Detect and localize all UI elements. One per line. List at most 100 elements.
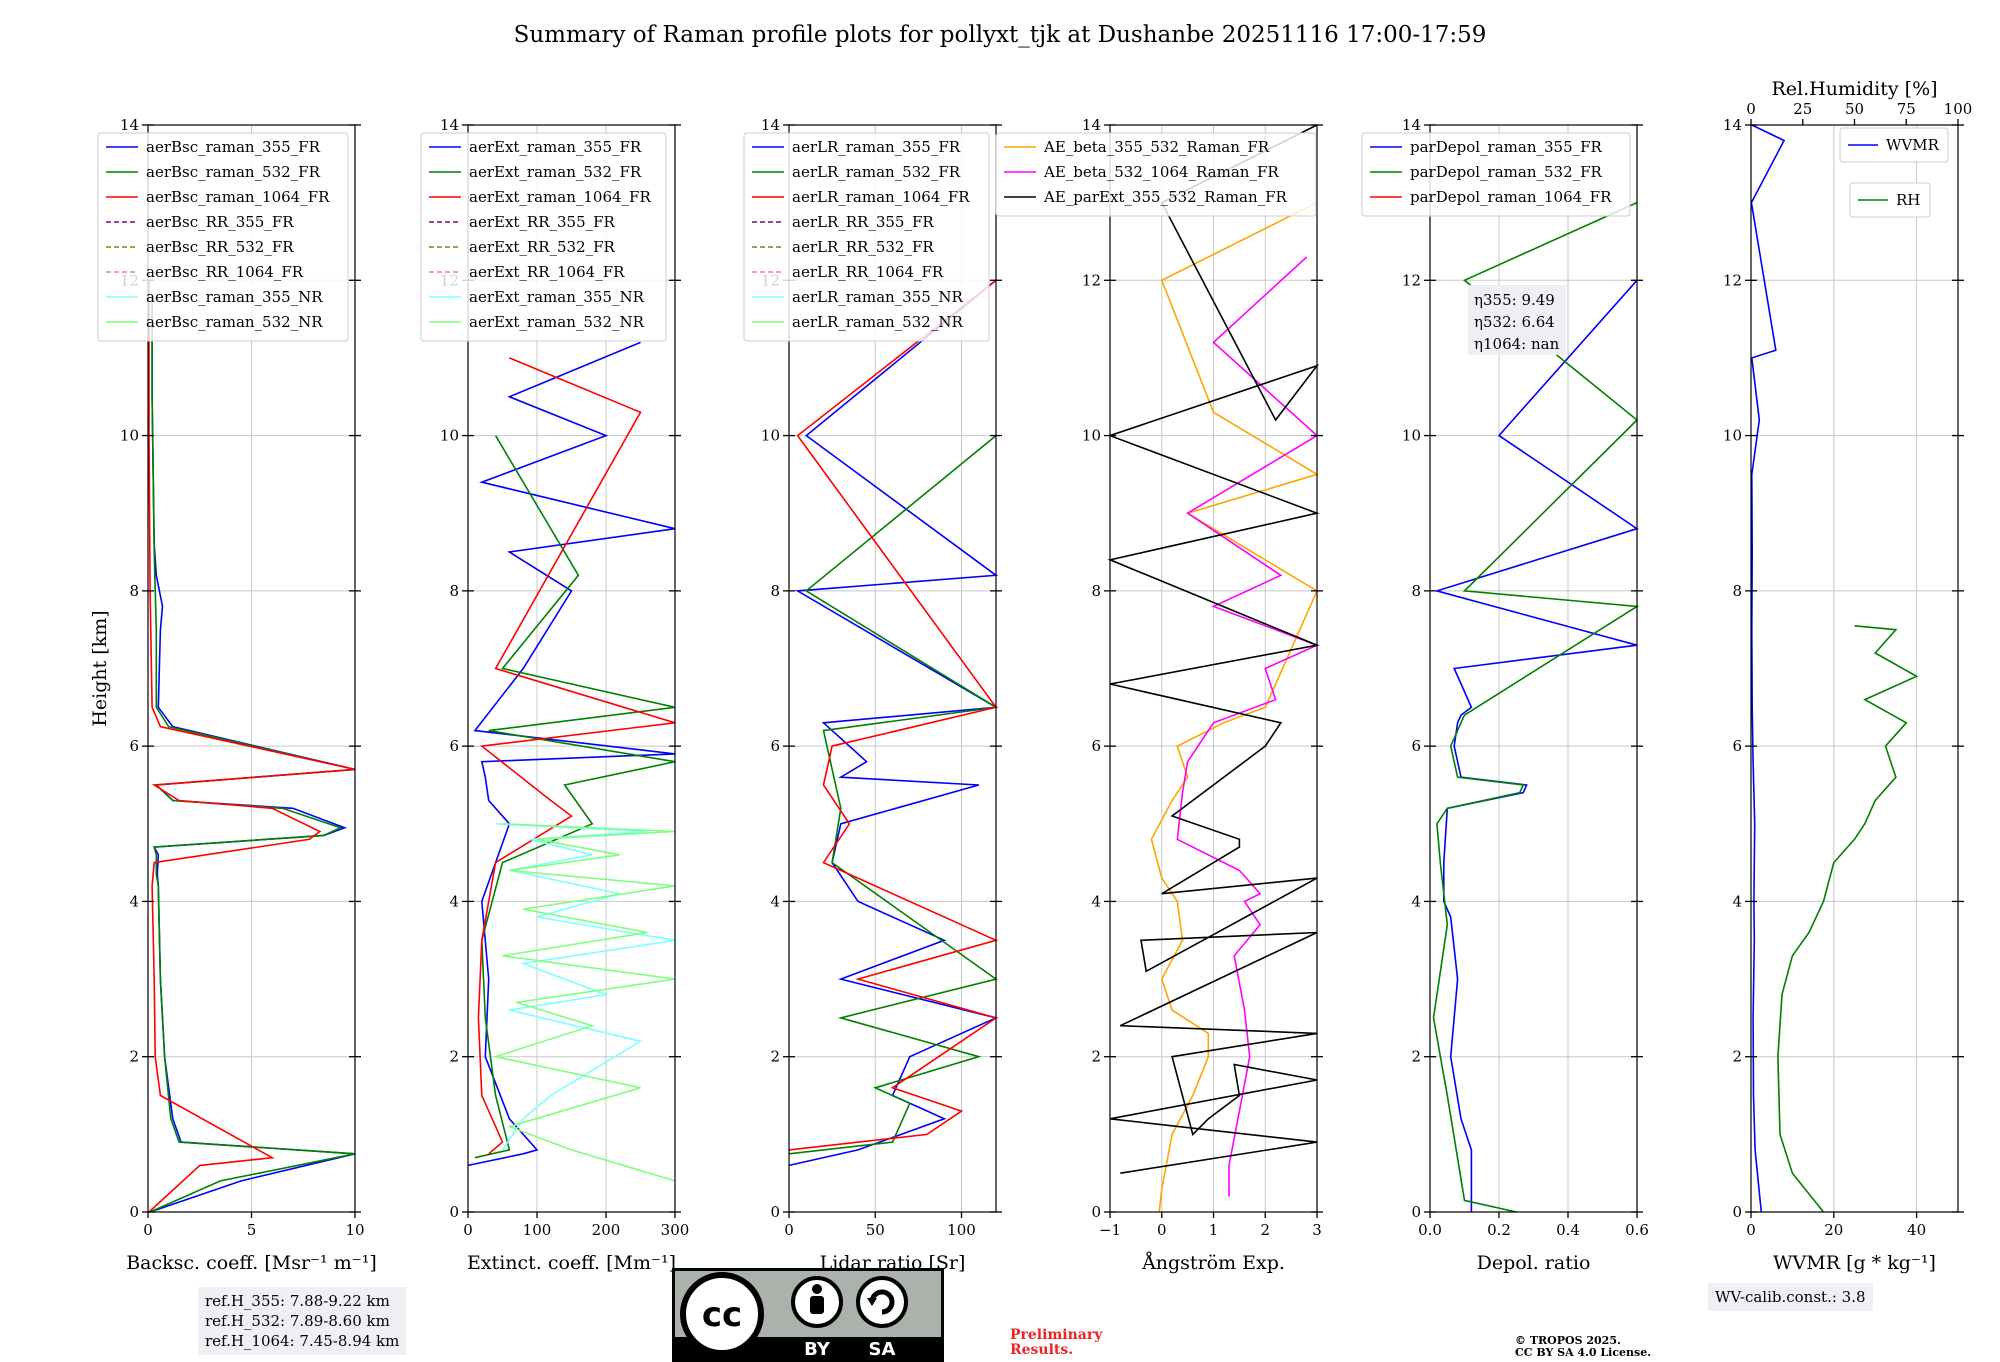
plot-frame (467, 124, 676, 1213)
legend-box (1839, 127, 1949, 163)
x-tick-label: 0.2 (1487, 1221, 1511, 1239)
legend-box (420, 132, 667, 342)
legend-wvmr: WVMR (1839, 127, 1949, 163)
copyright-line1: © TROPOS 2025. (1515, 1334, 1621, 1347)
preliminary-line2: Results. (1010, 1342, 1074, 1358)
y-tick-label: 0 (1411, 1203, 1421, 1221)
panel-extinction: 024681012140100200300Extinct. coeff. [Mm… (420, 116, 690, 1274)
x-axis-label: WVMR [g * kg⁻¹] (1773, 1252, 1936, 1274)
share-alike-icon (856, 1276, 908, 1328)
legend-label: aerExt_RR_355_FR (469, 213, 616, 231)
series-line-aerExt_raman_532_FR (474, 435, 676, 1159)
series-line-RH (1777, 625, 1919, 1213)
series-line-aerBsc_raman_1064_FR (148, 280, 356, 1213)
series-line-aerLR_raman_1064_FR (788, 279, 999, 1151)
y-tick-label: 14 (1723, 116, 1742, 134)
y-tick-label: 2 (1091, 1048, 1101, 1066)
y-tick-label: 14 (1082, 116, 1101, 134)
legend-label: aerExt_raman_355_NR (469, 288, 645, 306)
x-tick-label: 1 (1209, 1221, 1219, 1239)
legend-label: aerBsc_RR_532_FR (146, 238, 294, 256)
copyright-note: © TROPOS 2025. CC BY SA 4.0 License. (1515, 1335, 1651, 1359)
legend-label: aerLR_RR_355_FR (792, 213, 934, 231)
legend-label: aerBsc_RR_1064_FR (146, 263, 304, 281)
y-tick-label: 10 (761, 427, 780, 445)
x-tick-label: 2 (1260, 1221, 1270, 1239)
y-tick-label: 8 (1732, 582, 1742, 600)
panel-backscatter: 024681012140510Backsc. coeff. [Msr⁻¹ m⁻¹… (89, 116, 377, 1274)
y-tick-label: 14 (120, 116, 139, 134)
x-tick-label: 0.0 (1418, 1221, 1442, 1239)
x-tick-label: 40 (1907, 1221, 1926, 1239)
y-tick-label: 6 (770, 737, 780, 755)
legend-label: aerExt_raman_532_FR (469, 163, 642, 181)
y-tick-label: 8 (1091, 582, 1101, 600)
legend-label: aerLR_RR_532_FR (792, 238, 934, 256)
y-tick-label: 4 (1732, 892, 1742, 910)
refh-1064: ref.H_1064: 7.45-8.94 km (205, 1332, 400, 1350)
y-tick-label: 2 (1732, 1048, 1742, 1066)
y-tick-label: 6 (449, 737, 459, 755)
legend: parDepol_raman_355_FR parDepol_raman_532_… (1361, 132, 1631, 217)
x-axis-label: Extinct. coeff. [Mm⁻¹] (467, 1252, 676, 1274)
eta-background (1468, 285, 1566, 355)
series-line-aerExt_raman_1064_FR (477, 357, 676, 1155)
legend-label: aerLR_raman_355_NR (792, 288, 963, 306)
svg-text:cc: cc (702, 1295, 742, 1335)
y-tick-label: 10 (1082, 427, 1101, 445)
eta-value: η532: 6.64 (1474, 313, 1555, 331)
legend-box (1361, 132, 1631, 217)
legend-label: parDepol_raman_532_FR (1410, 163, 1603, 181)
legend: aerExt_raman_355_FR aerExt_raman_532_FRae… (420, 132, 667, 342)
y-tick-label: 0 (129, 1203, 139, 1221)
x-tick-label: 0 (1157, 1221, 1167, 1239)
x-tick-label: 0 (463, 1221, 473, 1239)
legend: aerLR_raman_355_FR aerLR_raman_532_FR aerL… (743, 132, 990, 342)
legend-label: aerExt_RR_532_FR (469, 238, 616, 256)
reference-height-box: ref.H_355: 7.88-9.22 km ref.H_532: 7.89-… (198, 1287, 407, 1355)
legend-label: aerBsc_raman_532_FR (146, 163, 321, 181)
x-tick-label: 0.4 (1556, 1221, 1580, 1239)
figure-title: Summary of Raman profile plots for polly… (513, 22, 1487, 48)
top-x-tick-label: 50 (1845, 100, 1864, 118)
x-tick-label: 300 (661, 1221, 690, 1239)
y-tick-label: 0 (770, 1203, 780, 1221)
legend-label: aerExt_raman_355_FR (469, 138, 642, 156)
legend-box (743, 132, 990, 342)
legend-label: aerLR_raman_532_NR (792, 313, 963, 331)
series-line-aerExt_raman_532_NR (492, 823, 676, 1182)
y-tick-label: 6 (1732, 737, 1742, 755)
x-tick-label: 20 (1824, 1221, 1843, 1239)
y-tick-label: 0 (1732, 1203, 1742, 1221)
y-tick-label: 2 (770, 1048, 780, 1066)
legend-label: parDepol_raman_1064_FR (1410, 188, 1612, 206)
legend-label: AE_beta_355_532_Raman_FR (1043, 138, 1270, 156)
legend-label: aerBsc_raman_355_FR (146, 138, 321, 156)
series-line-AE_beta_532_1064_Raman_FR (1176, 256, 1320, 1197)
legend-label: parDepol_raman_355_FR (1410, 138, 1603, 156)
series-line-aerExt_raman_355_FR (467, 341, 676, 1167)
cc-by-label: BY (804, 1339, 831, 1360)
y-tick-label: 6 (1411, 737, 1421, 755)
y-tick-label: 12 (1402, 271, 1421, 289)
cc-by-sa-logo: cc BY SA (672, 1268, 944, 1362)
legend-label: aerLR_raman_532_FR (792, 163, 961, 181)
x-axis-label: Backsc. coeff. [Msr⁻¹ m⁻¹] (126, 1252, 377, 1274)
y-tick-label: 6 (1091, 737, 1101, 755)
cc-sa-label: SA (869, 1339, 896, 1360)
legend-label: aerLR_RR_1064_FR (792, 263, 944, 281)
y-tick-label: 2 (449, 1048, 459, 1066)
eta-value: η355: 9.49 (1474, 291, 1555, 309)
legend-label: aerBsc_raman_532_NR (146, 313, 323, 331)
legend-label: AE_beta_532_1064_Raman_FR (1043, 163, 1279, 181)
y-tick-label: 12 (1723, 271, 1742, 289)
y-tick-label: 0 (1091, 1203, 1101, 1221)
series-line-aerBsc_raman_355_FR (149, 295, 356, 1213)
legend-label: aerLR_raman_355_FR (792, 138, 961, 156)
series-line-AE_beta_355_532_Raman_FR (1150, 201, 1319, 1213)
legend-box (1849, 182, 1931, 218)
legend-label: aerBsc_RR_355_FR (146, 213, 294, 231)
y-tick-label: 8 (129, 582, 139, 600)
series-line-aerExt_raman_355_NR (495, 823, 676, 1151)
